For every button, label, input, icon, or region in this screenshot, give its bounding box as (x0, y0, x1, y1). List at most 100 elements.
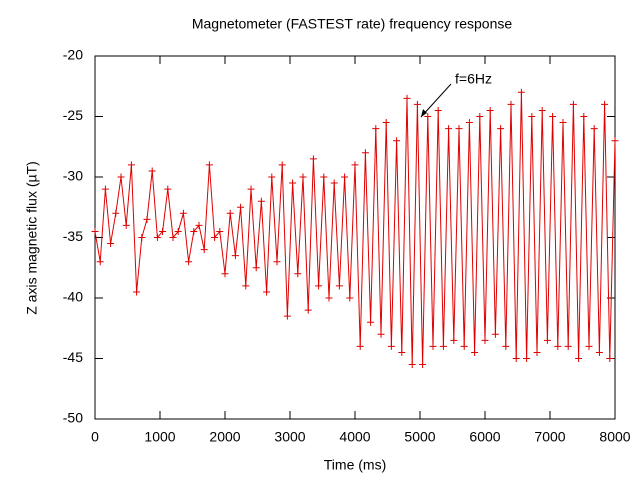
data-point (507, 100, 515, 108)
data-point (538, 106, 546, 114)
data-point (205, 161, 213, 169)
data-point (341, 173, 349, 181)
data-point (424, 113, 432, 120)
data-point (179, 209, 187, 217)
data-point (226, 209, 234, 217)
data-point (559, 119, 567, 127)
data-point (346, 294, 354, 302)
data-point (257, 197, 265, 205)
y-axis-label: Z axis magnetic flux (µT) (24, 161, 40, 315)
x-axis-label: Time (ms) (324, 457, 386, 473)
data-point (486, 106, 494, 114)
data-point (195, 221, 203, 229)
data-point (294, 270, 302, 278)
data-point (611, 137, 619, 145)
data-point (575, 355, 583, 362)
data-point (169, 234, 177, 241)
data-point (247, 185, 255, 193)
y-tick-label: -40 (63, 289, 83, 305)
data-point (528, 113, 536, 120)
data-point (403, 94, 411, 102)
y-tick-label: -30 (63, 168, 83, 184)
data-point (387, 342, 395, 350)
chart-title: Magnetometer (FASTEST rate) frequency re… (192, 16, 513, 32)
x-tick-label: 2000 (209, 429, 240, 445)
data-point (356, 342, 364, 350)
data-point (569, 100, 577, 108)
data-point (143, 215, 151, 223)
data-point (549, 113, 557, 120)
data-point (96, 258, 104, 266)
data-point (393, 137, 401, 145)
data-point (101, 185, 109, 193)
data-point (450, 336, 458, 344)
data-point (148, 167, 156, 175)
data-point (476, 113, 484, 120)
data-point (419, 361, 427, 369)
data-point (585, 342, 593, 350)
data-point (304, 306, 312, 314)
data-point (590, 125, 598, 133)
data-point (200, 246, 208, 254)
data-point (455, 125, 463, 133)
data-point (517, 88, 525, 96)
x-tick-label: 0 (91, 429, 99, 445)
y-tick-label: -25 (63, 107, 83, 123)
data-point (481, 336, 489, 344)
data-point (408, 361, 416, 369)
data-point (606, 355, 614, 362)
data-point (138, 234, 146, 241)
annotation-arrowhead (421, 109, 427, 117)
data-point (595, 348, 603, 356)
data-point (159, 227, 167, 235)
data-point (439, 342, 447, 350)
data-point (471, 348, 479, 356)
data-point (523, 355, 531, 362)
data-point (91, 227, 99, 235)
data-point (242, 282, 250, 290)
x-tick-label: 3000 (274, 429, 305, 445)
data-point (117, 173, 125, 181)
data-point (372, 125, 380, 133)
x-tick-label: 6000 (469, 429, 500, 445)
x-tick-label: 8000 (599, 429, 630, 445)
x-tick-label: 7000 (534, 429, 565, 445)
data-point (543, 336, 551, 344)
data-point (580, 113, 588, 120)
data-point (377, 330, 385, 338)
data-point (351, 161, 359, 169)
data-point (512, 355, 520, 362)
data-point (445, 125, 453, 133)
data-point (252, 264, 260, 272)
data-point (434, 106, 442, 114)
y-tick-label: -45 (63, 349, 83, 365)
data-point (174, 227, 182, 235)
data-point (460, 342, 468, 350)
y-tick-label: -20 (63, 47, 83, 63)
data-point (564, 342, 572, 350)
data-point (216, 227, 224, 235)
data-point (164, 185, 172, 193)
data-point (122, 221, 130, 229)
data-point (237, 203, 245, 211)
data-point (320, 173, 328, 181)
data-point (283, 312, 291, 320)
data-point (211, 234, 219, 241)
data-point (382, 119, 390, 127)
data-point (367, 318, 375, 326)
data-point (497, 125, 505, 133)
data-point (112, 209, 120, 217)
data-point (335, 282, 343, 290)
data-point (601, 100, 609, 108)
data-point (309, 155, 317, 163)
data-point (107, 240, 115, 248)
data-point (190, 227, 198, 235)
data-point (465, 119, 473, 127)
annotation: f=6Hz (455, 71, 492, 87)
data-point (502, 342, 510, 350)
data-point (231, 252, 239, 260)
data-point (429, 342, 437, 350)
data-point (263, 288, 271, 296)
data-point (221, 270, 229, 278)
